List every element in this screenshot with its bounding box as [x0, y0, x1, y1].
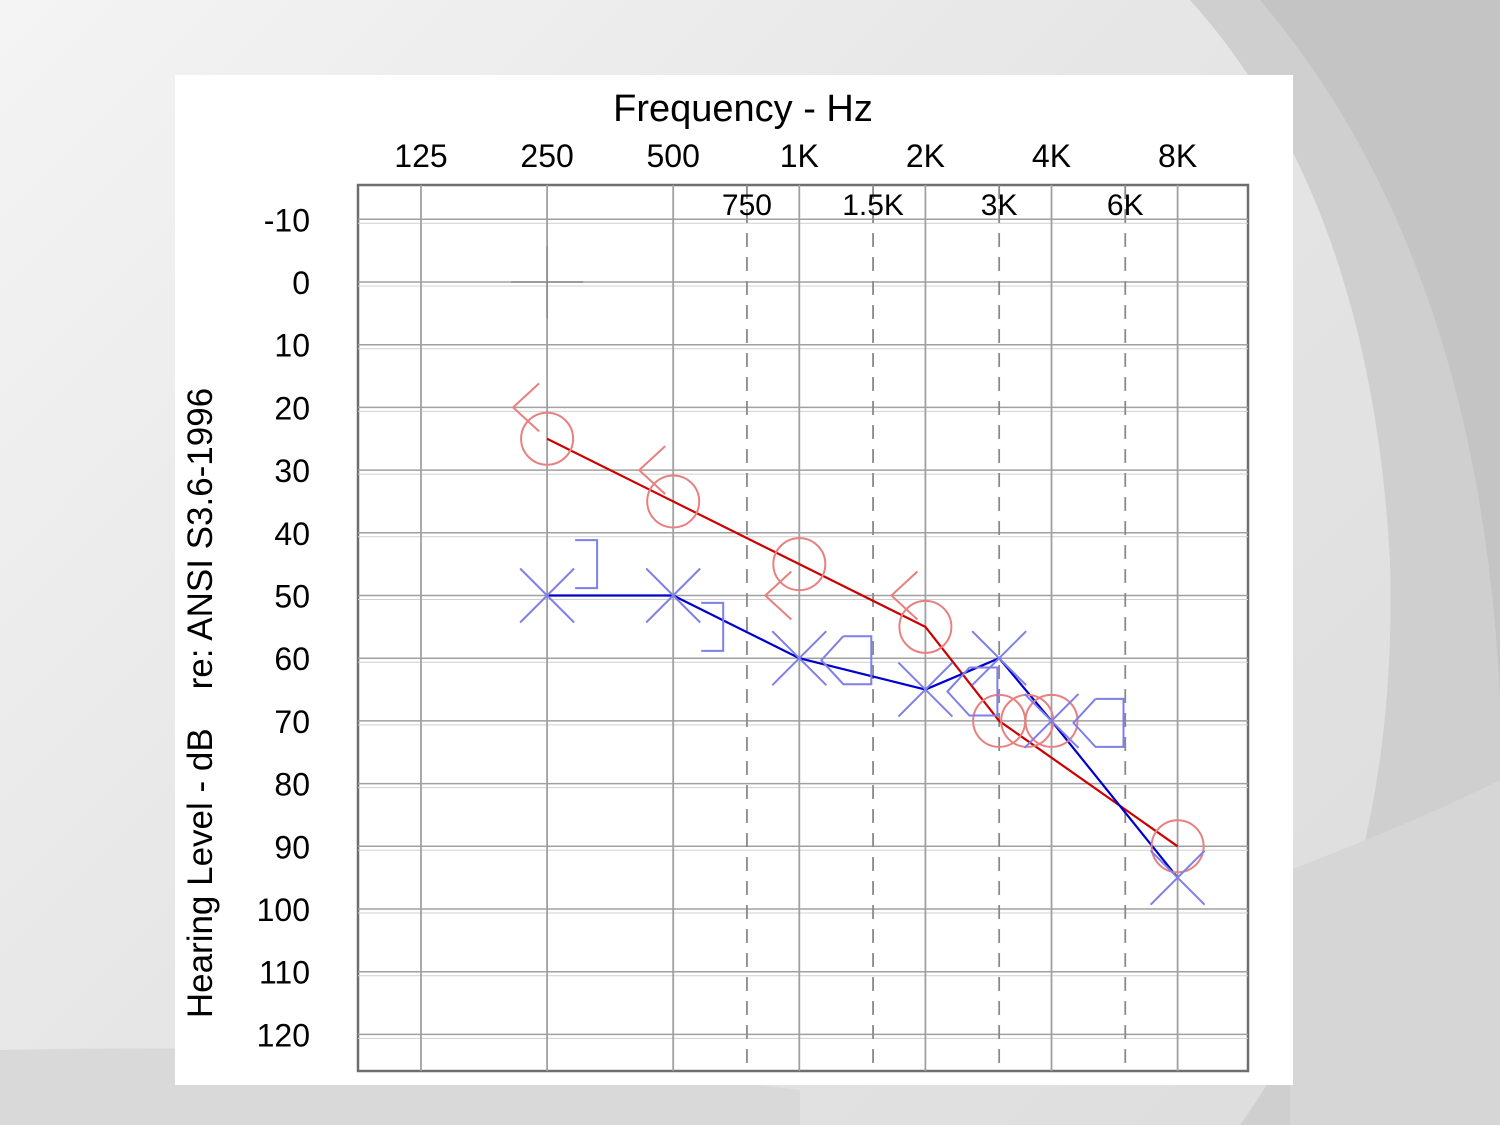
x-axis-label: Frequency - Hz [613, 88, 873, 130]
x-minor-tick-label: 750 [722, 189, 772, 222]
background-swoosh-dark [1260, 0, 1500, 700]
y-tick-label: 70 [274, 704, 310, 740]
y-tick-label: 80 [274, 767, 310, 803]
circle-marker [646, 474, 701, 529]
y-tick-label: -10 [264, 202, 310, 238]
series-markers [511, 382, 1206, 906]
audiogram-panel: -10 0 10 20 30 40 50 60 70 80 90 100 110 120 125 250 500… [175, 75, 1293, 1085]
cross-marker [771, 630, 828, 686]
x-tick-label: 2K [906, 138, 945, 174]
x-tick-label: 1K [780, 138, 819, 174]
bone-conduction-marker [511, 382, 540, 433]
bone-conduction-marker [637, 445, 666, 495]
cross-marker [1149, 849, 1206, 906]
y-tick-label: 120 [257, 1017, 310, 1053]
y-tick-label: 50 [274, 579, 310, 615]
y-tick-label: 60 [274, 641, 310, 677]
cross-marker [519, 567, 575, 624]
bone-conduction-marker [763, 570, 792, 621]
bone-bracket-marker [575, 539, 599, 590]
audiogram-chart: -10 0 10 20 30 40 50 60 70 80 90 100 110 120 125 250 500… [181, 88, 1250, 1073]
y-tick-label: 90 [274, 829, 310, 865]
x-tick-label: 125 [394, 138, 447, 174]
y-tick-label: 100 [257, 892, 310, 928]
x-tick-label: 4K [1032, 138, 1071, 174]
cross-marker [971, 630, 1027, 686]
grid [356, 183, 1250, 1073]
cross-marker [1023, 693, 1080, 749]
right-ear-line [546, 437, 1179, 848]
x-minor-tick-label: 6K [1107, 189, 1144, 222]
circle-marker [1024, 693, 1079, 748]
left-ear-line [547, 594, 1179, 879]
y-tick-label: 30 [274, 453, 310, 489]
cross-marker [897, 661, 954, 718]
circle-marker [1150, 819, 1205, 874]
cross-marker [645, 567, 701, 624]
circle-marker [772, 537, 827, 592]
circle-marker [1000, 693, 1055, 748]
x-minor-tick-label: 3K [981, 189, 1018, 222]
x-minor-tick-label: 1.5K [842, 189, 904, 222]
masked-bone-marker [946, 666, 999, 717]
y-tick-label: 40 [274, 516, 310, 552]
masked-bone-marker [819, 635, 873, 686]
x-tick-label: 500 [647, 138, 700, 174]
x-tick-label: 250 [520, 138, 573, 174]
y-tick-label: 0 [292, 265, 310, 301]
x-tick-label: 8K [1158, 138, 1197, 174]
background-swoosh-lower [1290, 780, 1500, 1125]
plot-frame [356, 183, 1250, 1073]
tick-labels: -10 0 10 20 30 40 50 60 70 80 90 100 110 120 125 250 500… [257, 138, 1198, 1053]
masked-bone-marker [1072, 697, 1125, 748]
y-tick-label: 110 [259, 955, 310, 991]
circle-marker [520, 411, 575, 466]
bone-bracket-marker [701, 601, 725, 652]
y-tick-label: 20 [274, 390, 310, 426]
y-axis-label: Hearing Level - dB re: ANSI S3.6-1996 [181, 388, 220, 1018]
bone-conduction-marker [889, 570, 919, 621]
circle-marker [898, 599, 953, 654]
y-tick-label: 10 [274, 328, 310, 364]
